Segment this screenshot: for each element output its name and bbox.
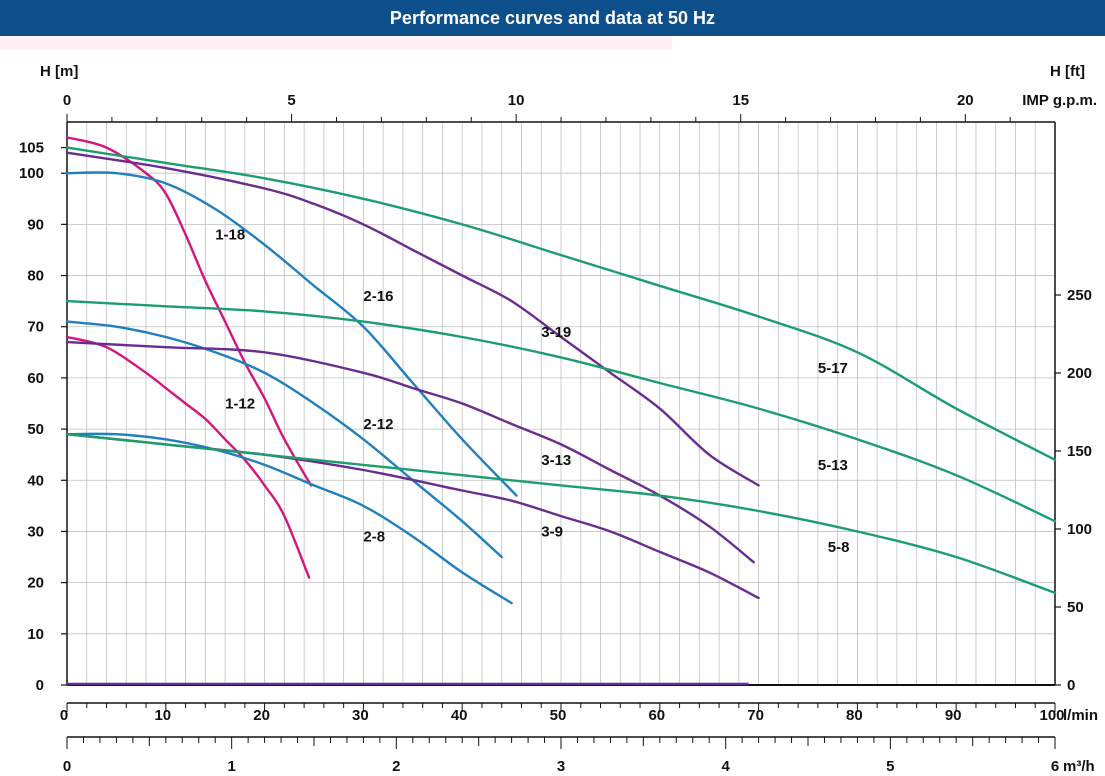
curve-1-12: [65, 335, 311, 579]
left-tick-label: 60: [27, 370, 44, 387]
curve-label-3-13: 3-13: [541, 452, 571, 469]
m3h-tick-label: 2: [392, 758, 400, 775]
top-tick-label: 15: [732, 92, 749, 109]
right-tick-label: 150: [1067, 443, 1092, 460]
curve-label-3-19: 3-19: [541, 324, 571, 341]
curve-label-2-8: 2-8: [363, 529, 385, 546]
lmin-tick-label: 60: [648, 707, 665, 724]
right-axis-title: H [ft]: [1050, 63, 1085, 80]
right-tick-label: 100: [1067, 521, 1092, 538]
top-tick-label: 0: [63, 92, 71, 109]
left-tick-label: 30: [27, 523, 44, 540]
bottom-axis-title: l/min: [1063, 707, 1098, 724]
lmin-tick-label: 40: [451, 707, 468, 724]
left-tick-label: 90: [27, 216, 44, 233]
left-tick-label: 100: [19, 165, 44, 182]
left-tick-label: 70: [27, 319, 44, 336]
curve-5-13: [65, 299, 1057, 523]
lmin-tick-label: 30: [352, 707, 369, 724]
page-title: Performance curves and data at 50 Hz: [389, 8, 716, 28]
lmin-tick-label: 0: [60, 707, 68, 724]
m3h-tick-label: 3: [557, 758, 565, 775]
curve-label-1-12: 1-12: [225, 396, 255, 413]
top-tick-label: 20: [957, 92, 974, 109]
m3h-tick-label: 5: [886, 758, 894, 775]
curve-2-16: [65, 171, 518, 497]
m3h-tick-label: 0: [63, 758, 71, 775]
curve-label-5-17: 5-17: [818, 360, 848, 377]
lmin-tick-label: 90: [945, 707, 962, 724]
lmin-tick-label: 10: [154, 707, 171, 724]
left-tick-label: 105: [19, 140, 44, 157]
curve-label-1-18: 1-18: [215, 227, 245, 244]
axis-labels: H [m] H [ft] IMP g.p.m. l/min m³/h: [40, 63, 1098, 775]
curve-label-5-13: 5-13: [818, 457, 848, 474]
left-axis-title: H [m]: [40, 63, 78, 80]
top-axis-title: IMP g.p.m.: [1022, 92, 1097, 109]
curve-2-8: [65, 432, 513, 605]
lmin-tick-label: 20: [253, 707, 270, 724]
curve-5-17: [65, 146, 1057, 461]
curve-2-12: [65, 320, 503, 559]
left-tick-label: 40: [27, 472, 44, 489]
top-tick-label: 10: [508, 92, 525, 109]
curve-5-8: [65, 433, 1057, 595]
right-tick-label: 200: [1067, 365, 1092, 382]
m3h-tick-label: 6: [1051, 758, 1059, 775]
curves: 1-18 1-12 2-16 2-12 2-8 3-19 3-13 3-9 5-17 5-13 5-…: [65, 136, 1057, 605]
left-tick-label: 80: [27, 268, 44, 285]
right-tick-label: 50: [1067, 599, 1084, 616]
m3h-tick-label: 1: [227, 758, 235, 775]
curve-label-2-12: 2-12: [363, 416, 393, 433]
grid: [66, 122, 1056, 685]
m3h-axis-title: m³/h: [1063, 758, 1095, 775]
lmin-tick-label: 70: [747, 707, 764, 724]
title-banner: [0, 0, 1105, 36]
right-tick-label: 0: [1067, 677, 1075, 694]
curve-3-19: [65, 151, 760, 487]
left-tick-label: 50: [27, 421, 44, 438]
curve-3-13: [65, 340, 755, 564]
curve-3-9: [65, 433, 760, 600]
curve-label-3-9: 3-9: [541, 524, 563, 541]
left-tick-label: 10: [27, 626, 44, 643]
left-tick-label: 20: [27, 575, 44, 592]
curve-1-18: [65, 136, 313, 487]
m3h-tick-label: 4: [722, 758, 731, 775]
lmin-tick-label: 50: [550, 707, 567, 724]
right-tick-label: 250: [1067, 287, 1092, 304]
axes: 0102030405060708090100105050100150200250…: [19, 92, 1092, 775]
header-strip: [0, 36, 672, 50]
lmin-tick-label: 100: [1039, 707, 1064, 724]
lmin-tick-label: 80: [846, 707, 863, 724]
curve-label-5-8: 5-8: [828, 539, 850, 556]
curve-label-2-16: 2-16: [363, 288, 393, 305]
left-tick-label: 0: [36, 677, 44, 694]
top-tick-label: 5: [287, 92, 295, 109]
